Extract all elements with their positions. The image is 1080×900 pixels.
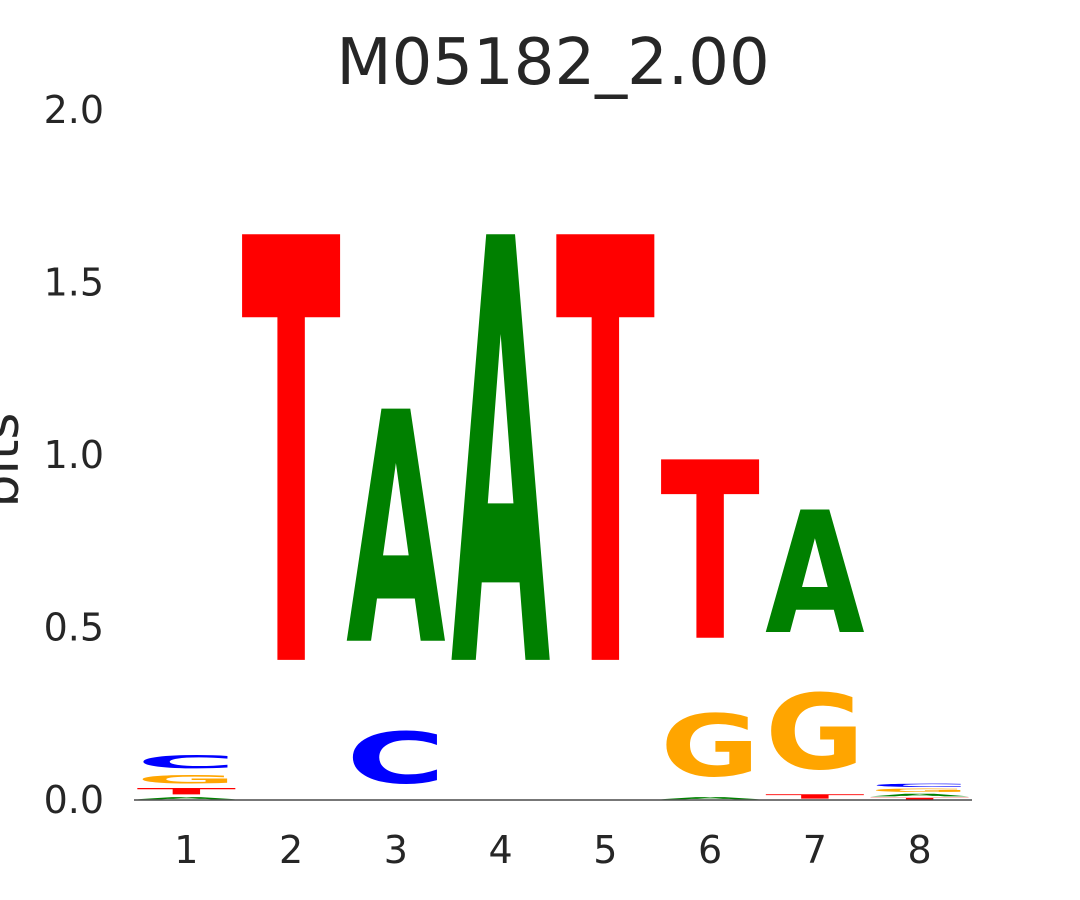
- logo-letter-a: A: [137, 797, 236, 800]
- logo-letter-a: A: [765, 477, 865, 672]
- logo-letter-c: C: [346, 718, 446, 800]
- logo-letter-t: T: [870, 797, 970, 800]
- y-axis-label: bits: [0, 413, 31, 508]
- logo-letter-t: T: [765, 793, 865, 800]
- logo-letter-a: A: [451, 118, 551, 798]
- chart-title: M05182_2.00: [336, 26, 769, 100]
- logo-letter-t: T: [241, 119, 341, 798]
- x-tick-label: 4: [489, 828, 513, 872]
- logo-letter-g: G: [660, 697, 759, 796]
- logo-letter-t: T: [556, 119, 656, 798]
- y-tick-label: 0.0: [44, 778, 104, 822]
- logo-letter-t: T: [660, 411, 760, 696]
- logo-letter-t: T: [137, 786, 236, 796]
- x-tick-label: 1: [174, 828, 198, 872]
- y-tick-label: 1.5: [44, 261, 104, 305]
- y-tick-label: 1.0: [44, 433, 104, 477]
- x-tick-label: 8: [908, 828, 932, 872]
- x-tick-label: 3: [384, 828, 408, 872]
- logo-letter-g: G: [765, 673, 865, 793]
- logo-letter-c: C: [870, 783, 969, 788]
- y-axis-ticks: 0.0 0.5 1.0 1.5 2.0: [44, 88, 104, 822]
- x-axis-ticks: 1 2 3 4 5 6 7 8: [174, 828, 931, 872]
- x-tick-label: 7: [803, 828, 827, 872]
- y-tick-label: 2.0: [44, 88, 104, 132]
- logo-letter-g: G: [870, 788, 970, 793]
- logo-letter-a: A: [660, 797, 759, 800]
- x-tick-label: 2: [279, 828, 303, 872]
- logo-letter-a: A: [346, 347, 445, 717]
- x-tick-label: 5: [593, 828, 617, 872]
- x-tick-label: 6: [698, 828, 722, 872]
- logo-letter-g: G: [137, 773, 236, 787]
- logo-letter-c: C: [137, 752, 237, 773]
- y-tick-label: 0.5: [44, 606, 104, 650]
- logo-letter-a: A: [870, 793, 969, 797]
